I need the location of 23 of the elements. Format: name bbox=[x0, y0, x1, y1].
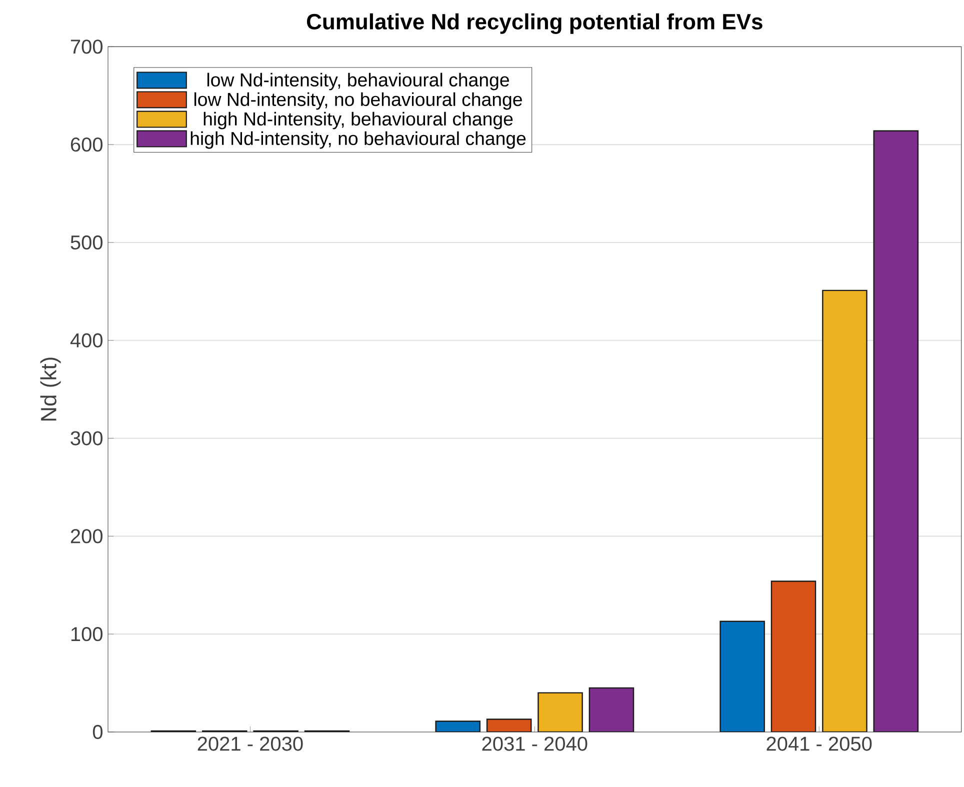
legend-label: low Nd-intensity, behavioural change bbox=[207, 72, 509, 90]
bar bbox=[588, 688, 634, 732]
y-tick-label: 600 bbox=[70, 138, 102, 152]
y-tick-label: 0 bbox=[92, 725, 103, 740]
bar bbox=[873, 130, 919, 732]
legend-label: low Nd-intensity, no behavioural change bbox=[194, 92, 522, 110]
y-tick-label: 100 bbox=[71, 627, 102, 642]
legend-label: high Nd-intensity, behavioural change bbox=[204, 112, 513, 130]
legend-label: high Nd-intensity, no behavioural change bbox=[190, 132, 526, 149]
y-tick-label: 200 bbox=[70, 529, 102, 544]
bar bbox=[538, 692, 583, 732]
y-axis-title: Nd (kt) bbox=[40, 358, 61, 421]
chart-title: Cumulative Nd recycling potential from EVs bbox=[306, 14, 762, 34]
bar bbox=[720, 620, 765, 732]
y-tick-label: 300 bbox=[70, 431, 102, 446]
x-tick-label: 2021 - 2030 bbox=[198, 736, 303, 752]
y-tick-label: 400 bbox=[70, 333, 102, 348]
y-tick-label: 500 bbox=[70, 236, 102, 250]
bar bbox=[770, 580, 816, 732]
x-tick-label: 2031 - 2040 bbox=[482, 736, 588, 752]
y-tick-label: 700 bbox=[70, 40, 102, 54]
bar bbox=[822, 290, 868, 732]
x-tick-label: 2041 - 2050 bbox=[766, 736, 872, 752]
